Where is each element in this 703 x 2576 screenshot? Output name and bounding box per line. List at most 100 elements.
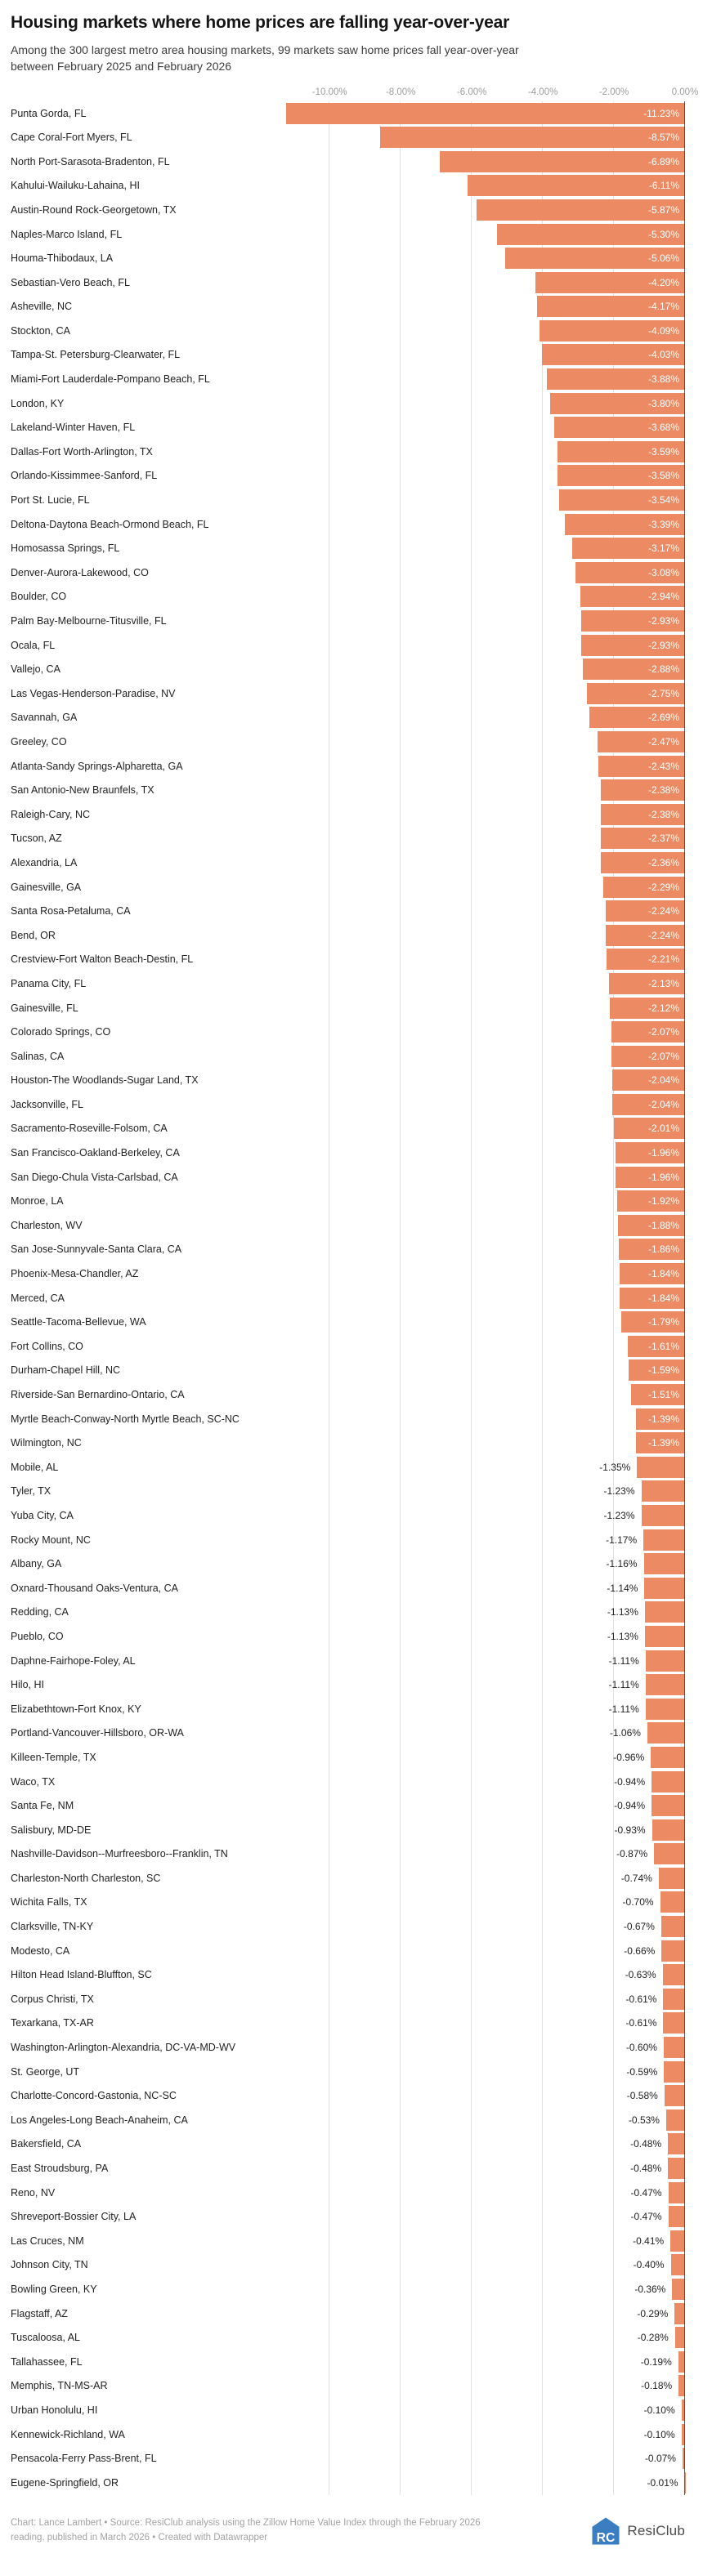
market-bar[interactable] <box>646 1674 685 1695</box>
market-bar[interactable]: -1.79% <box>621 1311 685 1333</box>
market-bar[interactable]: -2.24% <box>606 925 685 946</box>
market-value-label: -1.13% <box>607 1631 638 1642</box>
market-bar[interactable] <box>637 1457 685 1478</box>
market-bar[interactable] <box>661 1916 685 1937</box>
market-bar[interactable] <box>646 1650 685 1672</box>
market-bar[interactable]: -2.75% <box>587 683 685 704</box>
market-bar[interactable] <box>643 1529 685 1551</box>
market-bar[interactable]: -6.11% <box>468 175 685 196</box>
market-bar[interactable]: -2.29% <box>603 877 685 898</box>
market-bar[interactable]: -3.58% <box>557 465 685 486</box>
market-bar[interactable]: -3.17% <box>572 538 685 559</box>
market-bar[interactable]: -2.38% <box>601 779 685 801</box>
market-bar[interactable]: -3.88% <box>547 368 685 390</box>
market-bar[interactable]: -1.96% <box>616 1167 685 1188</box>
market-bar[interactable] <box>646 1699 685 1720</box>
market-bar[interactable]: -1.39% <box>636 1432 685 1453</box>
market-bar[interactable] <box>660 1891 685 1913</box>
market-bar[interactable]: -2.93% <box>581 610 685 632</box>
market-bar[interactable]: -2.01% <box>614 1118 685 1139</box>
market-bar[interactable] <box>652 1819 685 1841</box>
market-bar[interactable] <box>642 1505 685 1526</box>
market-bar[interactable] <box>669 2182 685 2203</box>
market-bar[interactable] <box>661 1940 685 1962</box>
market-bar[interactable] <box>644 1553 685 1574</box>
market-bar[interactable]: -5.30% <box>497 224 685 245</box>
market-bar[interactable] <box>664 2037 685 2058</box>
market-bar[interactable]: -2.13% <box>609 973 685 994</box>
market-plot-area: -3.59% <box>276 441 685 462</box>
market-bar[interactable] <box>647 1722 685 1743</box>
market-bar[interactable]: -1.84% <box>620 1263 685 1284</box>
market-bar[interactable]: -1.59% <box>629 1359 685 1381</box>
market-bar[interactable] <box>665 2085 685 2106</box>
market-bar[interactable] <box>663 2012 685 2034</box>
zero-axis-line <box>684 101 686 2495</box>
market-bar[interactable]: -1.51% <box>631 1384 685 1405</box>
market-bar[interactable] <box>645 1626 685 1647</box>
axis-tick-label: 0.00% <box>672 87 699 97</box>
market-bar[interactable]: -2.07% <box>611 1021 685 1042</box>
market-bar[interactable]: -4.17% <box>537 296 685 317</box>
market-bar[interactable]: -4.03% <box>542 344 685 365</box>
market-bar[interactable] <box>664 2061 685 2083</box>
market-bar[interactable]: -3.59% <box>557 441 685 462</box>
market-bar[interactable] <box>644 1578 685 1599</box>
market-bar[interactable]: -1.86% <box>619 1239 685 1260</box>
market-bar[interactable]: -2.04% <box>612 1069 685 1091</box>
market-bar[interactable]: -2.04% <box>612 1094 685 1115</box>
market-bar[interactable]: -3.80% <box>550 393 685 414</box>
market-bar[interactable]: -5.06% <box>505 248 685 269</box>
market-bar[interactable] <box>671 2254 685 2275</box>
market-bar[interactable]: -3.54% <box>559 489 685 511</box>
market-bar[interactable]: -1.88% <box>618 1215 685 1236</box>
market-bar[interactable] <box>651 1747 685 1768</box>
market-bar[interactable] <box>645 1601 685 1623</box>
market-bar[interactable]: -3.68% <box>554 417 685 438</box>
market-bar[interactable] <box>659 1868 685 1889</box>
market-bar[interactable] <box>668 2158 685 2179</box>
market-bar[interactable] <box>663 1964 685 1985</box>
market-bar[interactable]: -2.37% <box>601 828 685 849</box>
market-bar[interactable]: -3.39% <box>565 514 685 535</box>
market-bar[interactable]: -2.07% <box>611 1046 685 1067</box>
market-bar[interactable]: -2.12% <box>610 998 685 1019</box>
market-bar[interactable]: -1.61% <box>628 1336 685 1357</box>
market-value-label: -5.87% <box>648 204 685 216</box>
market-bar[interactable]: -1.84% <box>620 1288 685 1309</box>
market-bar[interactable]: -11.23% <box>286 103 685 124</box>
market-bar[interactable]: -2.36% <box>601 852 685 873</box>
market-value-label: -1.11% <box>609 1679 639 1690</box>
market-bar[interactable] <box>654 1843 685 1864</box>
market-bar[interactable]: -1.96% <box>616 1142 685 1163</box>
market-bar[interactable] <box>652 1795 685 1816</box>
market-bar[interactable]: -2.47% <box>598 731 685 752</box>
market-bar[interactable]: -1.39% <box>636 1409 685 1430</box>
market-bar[interactable]: -2.69% <box>589 707 685 728</box>
market-bar[interactable]: -2.93% <box>581 635 685 656</box>
market-bar[interactable] <box>668 2133 685 2154</box>
market-bar[interactable] <box>642 1480 685 1502</box>
market-bar[interactable]: -2.43% <box>598 756 685 777</box>
market-row: Savannah, GA -2.69% <box>0 706 703 730</box>
market-bar[interactable]: -2.88% <box>583 659 685 680</box>
market-bar[interactable]: -1.92% <box>617 1190 685 1212</box>
market-bar[interactable] <box>670 2230 685 2252</box>
market-bar[interactable]: -2.21% <box>607 949 685 970</box>
market-bar[interactable] <box>669 2206 685 2227</box>
market-bar[interactable] <box>652 1771 685 1792</box>
market-bar[interactable]: -2.94% <box>580 586 685 607</box>
market-bar[interactable]: -4.20% <box>535 272 685 293</box>
market-bar[interactable]: -2.24% <box>606 900 685 922</box>
market-bar[interactable]: -2.38% <box>601 804 685 825</box>
market-bar[interactable] <box>666 2109 685 2131</box>
market-bar[interactable]: -6.89% <box>440 151 685 172</box>
market-row: Santa Rosa-Petaluma, CA -2.24% <box>0 899 703 923</box>
market-bar[interactable]: -8.57% <box>380 127 685 148</box>
market-bar[interactable]: -5.87% <box>477 199 685 221</box>
market-bar[interactable] <box>663 1989 685 2010</box>
market-bar[interactable]: -4.09% <box>540 320 685 342</box>
market-bar[interactable]: -3.08% <box>575 562 685 583</box>
market-row: Merced, CA -1.84% <box>0 1286 703 1310</box>
market-value-label: -1.88% <box>648 1220 685 1231</box>
